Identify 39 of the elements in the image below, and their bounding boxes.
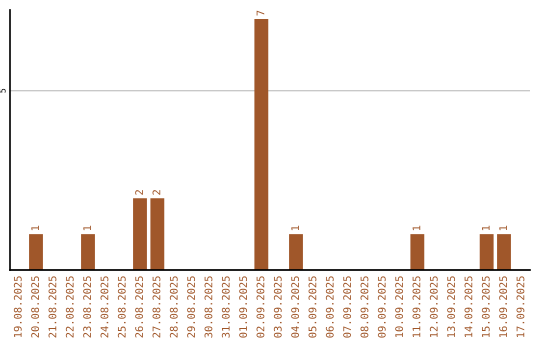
x-tick-label: 03.09.2025	[274, 276, 282, 338]
x-tick-label: 14.09.2025	[464, 276, 472, 338]
x-tick-label: 20.08.2025	[31, 276, 40, 338]
data-label: 1	[412, 226, 420, 230]
x-tick-label: 30.08.2025	[204, 276, 212, 338]
x-tick-label: 10.09.2025	[395, 276, 404, 338]
data-label: 1	[482, 226, 490, 230]
data-label: 1	[83, 226, 91, 230]
x-tick-label: 16.09.2025	[499, 276, 508, 338]
x-tick-label: 17.09.2025	[516, 276, 524, 338]
x-tick-label: 04.09.2025	[291, 276, 300, 338]
x-tick-label: 05.09.2025	[308, 276, 316, 338]
data-label: 1	[291, 226, 299, 230]
x-tick-label: 06.09.2025	[326, 276, 334, 338]
x-tick-label: 02.09.2025	[256, 276, 264, 338]
x-tick-label: 26.08.2025	[135, 276, 144, 338]
x-tick-label: 01.09.2025	[239, 276, 248, 338]
x-tick-label: 31.08.2025	[222, 276, 230, 338]
x-tick-label: 09.09.2025	[378, 276, 386, 338]
data-label: 2	[135, 190, 143, 195]
data-label: 1	[499, 226, 507, 230]
x-tick-label: 13.09.2025	[447, 276, 456, 338]
x-tick-label: 27.08.2025	[152, 276, 160, 338]
x-tick-label: 21.08.2025	[48, 276, 56, 338]
x-tick-label: 25.08.2025	[118, 276, 126, 338]
x-tick-label: 23.08.2025	[83, 276, 92, 338]
x-tick-label: 15.09.2025	[482, 276, 490, 338]
x-tick-label: 08.09.2025	[360, 276, 368, 338]
x-tick-label: 28.08.2025	[170, 276, 178, 338]
x-tick-label: 29.08.2025	[187, 276, 196, 338]
data-label: 7	[256, 10, 264, 16]
data-label: 1	[31, 226, 39, 230]
x-tick-label: 19.08.2025	[14, 276, 22, 338]
x-tick-label: 11.09.2025	[412, 276, 420, 338]
x-tick-label: 22.08.2025	[66, 276, 74, 338]
x-tick-label: 12.09.2025	[430, 276, 438, 338]
data-label: 2	[152, 190, 160, 195]
x-tick-label: 24.08.2025	[100, 276, 108, 338]
x-tick-label: 07.09.2025	[343, 276, 352, 338]
